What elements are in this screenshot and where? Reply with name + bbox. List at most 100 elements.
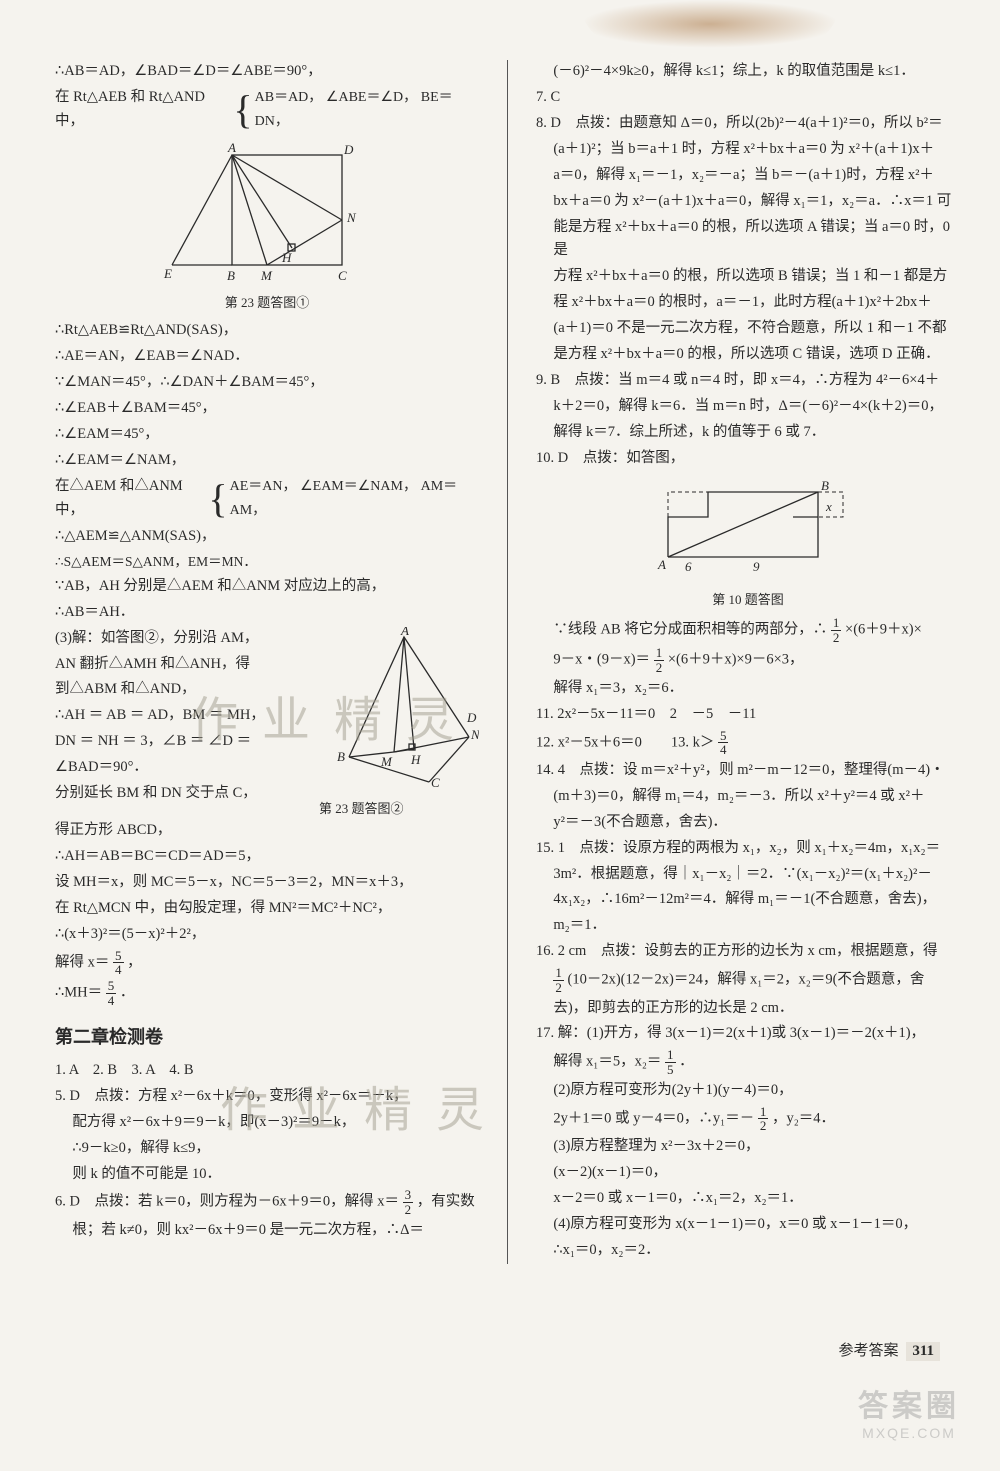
text: 在 Rt△MCN 中，由勾股定理，得 MN²＝MC²＋NC²， — [55, 897, 479, 921]
figure-23-1-caption: 第 23 题答图① — [55, 292, 479, 313]
text: ∴Rt△AEB≌Rt△AND(SAS)， — [55, 319, 479, 343]
text: 设 MH＝x，则 MC＝5－x，NC＝5－3＝2，MN＝x＋3， — [55, 871, 479, 895]
label-B: B — [227, 268, 235, 283]
label-H: H — [281, 250, 292, 265]
site-watermark: 答案圈 MXQE.COM — [858, 1381, 960, 1441]
text: 7. C — [536, 86, 960, 110]
left-column: ∴AB＝AD，∠BAD＝∠D＝∠ABE＝90°， 在 Rt△AEB 和 Rt△A… — [55, 60, 479, 1264]
text: ∠EAM＝∠NAM， — [300, 479, 417, 494]
text: ∵AB，AH 分别是△AEM 和△ANM 对应边上的高， — [55, 575, 479, 599]
text: ∴△AEM≌△ANM(SAS)， — [55, 525, 479, 549]
text: y²＝－3(不合题意，舍去)． — [536, 811, 960, 835]
text: (a＋1)＝0 不是一元二次方程，不符合题意，所以 1 和－1 不都 — [536, 317, 960, 341]
text: ∴AB＝AD，∠BAD＝∠D＝∠ABE＝90°， — [55, 60, 479, 84]
text: (2)原方程可变形为(2y＋1)(y－4)＝0， — [536, 1079, 960, 1103]
text: 1. A 2. B 3. A 4. B — [55, 1059, 479, 1083]
text: 则 k 的值不可能是 10． — [55, 1163, 479, 1187]
label-B: B — [337, 749, 345, 764]
label-A: A — [400, 627, 409, 638]
text: (4)原方程可变形为 x(x－1－1)＝0，x＝0 或 x－1－1＝0， — [536, 1213, 960, 1237]
text: ∴9－k≥0，解得 k≤9， — [55, 1137, 479, 1161]
text: 5. D 点拨：方程 x²－6x＋k＝0，变形得 x²－6x＝－k， — [55, 1085, 479, 1109]
text: 17. 解：(1)开方，得 3(x－1)＝2(x＋1)或 3(x－1)＝－2(x… — [536, 1022, 960, 1046]
text: 在△AEM 和△ANM 中， — [55, 475, 206, 523]
label-C: C — [431, 775, 440, 787]
text: 12 (10－2x)(12－2x)＝24，解得 x₁＝2，x₂＝9(不合题意，舍 — [536, 966, 960, 994]
label-C: C — [338, 268, 347, 283]
text: 去)，即剪去的正方形的边长是 2 cm． — [536, 997, 960, 1021]
figure-23-1: A D E B M C N H 第 23 题答图① — [55, 140, 479, 313]
text: 15. 1 点拨：设原方程的两根为 x₁，x₂，则 x₁＋x₂＝4m，x₁x₂＝ — [536, 837, 960, 861]
text: ∴x₁＝0，x₂＝2． — [536, 1239, 960, 1263]
label-M: M — [380, 754, 393, 769]
label-B: B — [821, 478, 829, 493]
text: bx＋a＝0 为 x²－(a＋1)x＋a＝0，解得 x₁＝1，x₂＝a．∴x＝1… — [536, 190, 960, 214]
text: 得正方形 ABCD， — [55, 819, 479, 843]
text: 解得 k＝7．综上所述，k 的值等于 6 或 7． — [536, 421, 960, 445]
text: AE＝AN， — [230, 479, 297, 494]
text: (－6)²－4×9k≥0，解得 k≤1；综上，k 的取值范围是 k≤1． — [536, 60, 960, 84]
site-watermark-bottom: MXQE.COM — [858, 1425, 960, 1441]
text: ∠ABE＝∠D， — [326, 90, 417, 105]
label-x: x — [825, 499, 832, 514]
text: 是方程 x²＋bx＋a＝0 的根，所以选项 C 错误，选项 D 正确． — [536, 343, 960, 367]
text: (x－2)(x－1)＝0， — [536, 1161, 960, 1185]
brace-group: 在 Rt△AEB 和 Rt△AND 中， { AB＝AD， ∠ABE＝∠D， B… — [55, 86, 479, 134]
text: 解得 x₁＝3，x₂＝6． — [536, 677, 960, 701]
text: 16. 2 cm 点拨：设剪去的正方形的边长为 x cm，根据题意，得 — [536, 940, 960, 964]
label-D: D — [343, 142, 354, 157]
text: (m＋3)＝0，解得 m₁＝4，m₂＝－3．所以 x²＋y²＝4 或 x²＋ — [536, 785, 960, 809]
page-smudge — [580, 0, 840, 48]
column-divider — [507, 60, 508, 1264]
label-N: N — [346, 210, 357, 225]
text: 14. 4 点拨：设 m＝x²＋y²，则 m²－m－12＝0，整理得(m－4)・ — [536, 759, 960, 783]
text: 9. B 点拨：当 m＝4 或 n＝4 时，即 x＝4，∴方程为 4²－6×4＋ — [536, 369, 960, 393]
text: ∵线段 AB 将它分成面积相等的两部分，∴ 12 ×(6＋9＋x)× — [536, 616, 960, 644]
text: ∴(x＋3)²＝(5－x)²＋2²， — [55, 923, 479, 947]
text: x－2＝0 或 x－1＝0，∴x₁＝2，x₂＝1． — [536, 1187, 960, 1211]
label-N: N — [470, 727, 479, 742]
right-column: (－6)²－4×9k≥0，解得 k≤1；综上，k 的取值范围是 k≤1． 7. … — [536, 60, 960, 1264]
left-brace: { — [233, 90, 252, 130]
text: m₂＝1． — [536, 914, 960, 938]
text: 12. x²－5x＋6＝0 13. k＞ 54 — [536, 729, 960, 757]
text: 4x₁x₂，∴16m²－12m²＝4．解得 m₁＝－1(不合题意，舍去)， — [536, 888, 960, 912]
label-A: A — [227, 140, 236, 155]
text: 解得 x₁＝5，x₂＝ 15 ． — [536, 1048, 960, 1076]
label-M: M — [260, 268, 273, 283]
label-9: 9 — [753, 559, 760, 574]
text: 程 x²＋bx＋a＝0 的根时，a＝－1，此时方程(a＋1)x²＋2bx＋ — [536, 291, 960, 315]
label-A: A — [657, 557, 666, 572]
text: 2y＋1＝0 或 y－4＝0，∴y₁＝－ 12 ，y₂＝4． — [536, 1105, 960, 1133]
figure-23-2-caption: 第 23 题答图② — [319, 798, 479, 819]
text: ∴AB＝AH． — [55, 601, 479, 625]
figure-10-caption: 第 10 题答图 — [536, 589, 960, 610]
page-footer: 参考答案 311 — [839, 1339, 940, 1361]
brace-group: 在△AEM 和△ANM 中， { AE＝AN， ∠EAM＝∠NAM， AM＝AM… — [55, 475, 479, 523]
text: 在 Rt△AEB 和 Rt△AND 中， — [55, 86, 231, 134]
text: k＋2＝0，解得 k＝6．当 m＝n 时，Δ＝(－6)²－4×(k＋2)＝0， — [536, 395, 960, 419]
text: ∴∠EAM＝∠NAM， — [55, 449, 479, 473]
text: (a＋1)²；当 b＝a＋1 时，方程 x²＋bx＋a＝0 为 x²＋(a＋1)… — [536, 138, 960, 162]
text: ∴∠EAB＋∠BAM＝45°， — [55, 397, 479, 421]
text: 3m²．根据题意，得｜x₁－x₂｜＝2．∵(x₁－x₂)²＝(x₁＋x₂)²－ — [536, 863, 960, 887]
text: ∵∠MAN＝45°，∴∠DAN＋∠BAM＝45°， — [55, 371, 479, 395]
text: ∴S△AEM＝S△ANM，EM＝MN． — [55, 551, 479, 573]
text: 解得 x＝ 54 ， — [55, 949, 479, 977]
text: 11. 2x²－5x－11＝0 2 －5 －11 — [536, 703, 960, 727]
text: 10. D 点拨：如答图， — [536, 447, 960, 471]
text: AB＝AD， — [255, 90, 323, 105]
section-title: 第二章检测卷 — [55, 1023, 479, 1053]
text: ∴MH＝ 54 ． — [55, 979, 479, 1007]
text: a＝0，解得 x₁＝－1，x₂＝－a；当 b＝－(a＋1)时，方程 x²＋ — [536, 164, 960, 188]
figure-23-2: A B M H N D C 第 23 题答图② — [319, 627, 479, 819]
text: 9－x・(9－x)＝ 12 ×(6＋9＋x)×9－6×3， — [536, 646, 960, 674]
text: 能是方程 x²＋bx＋a＝0 的根，所以选项 A 错误；当 a＝0 时，0 是 — [536, 216, 960, 264]
figure-10: A B x 6 9 第 10 题答图 — [536, 477, 960, 610]
text: 根；若 k≠0，则 kx²－6x＋9＝0 是一元二次方程，∴Δ＝ — [55, 1219, 479, 1243]
text: ∴∠EAM＝45°， — [55, 423, 479, 447]
text: 8. D 点拨：由题意知 Δ＝0，所以(2b)²－4(a＋1)²＝0，所以 b²… — [536, 112, 960, 136]
label-D: D — [466, 710, 477, 725]
label-E: E — [163, 266, 172, 281]
left-brace: { — [208, 479, 227, 519]
